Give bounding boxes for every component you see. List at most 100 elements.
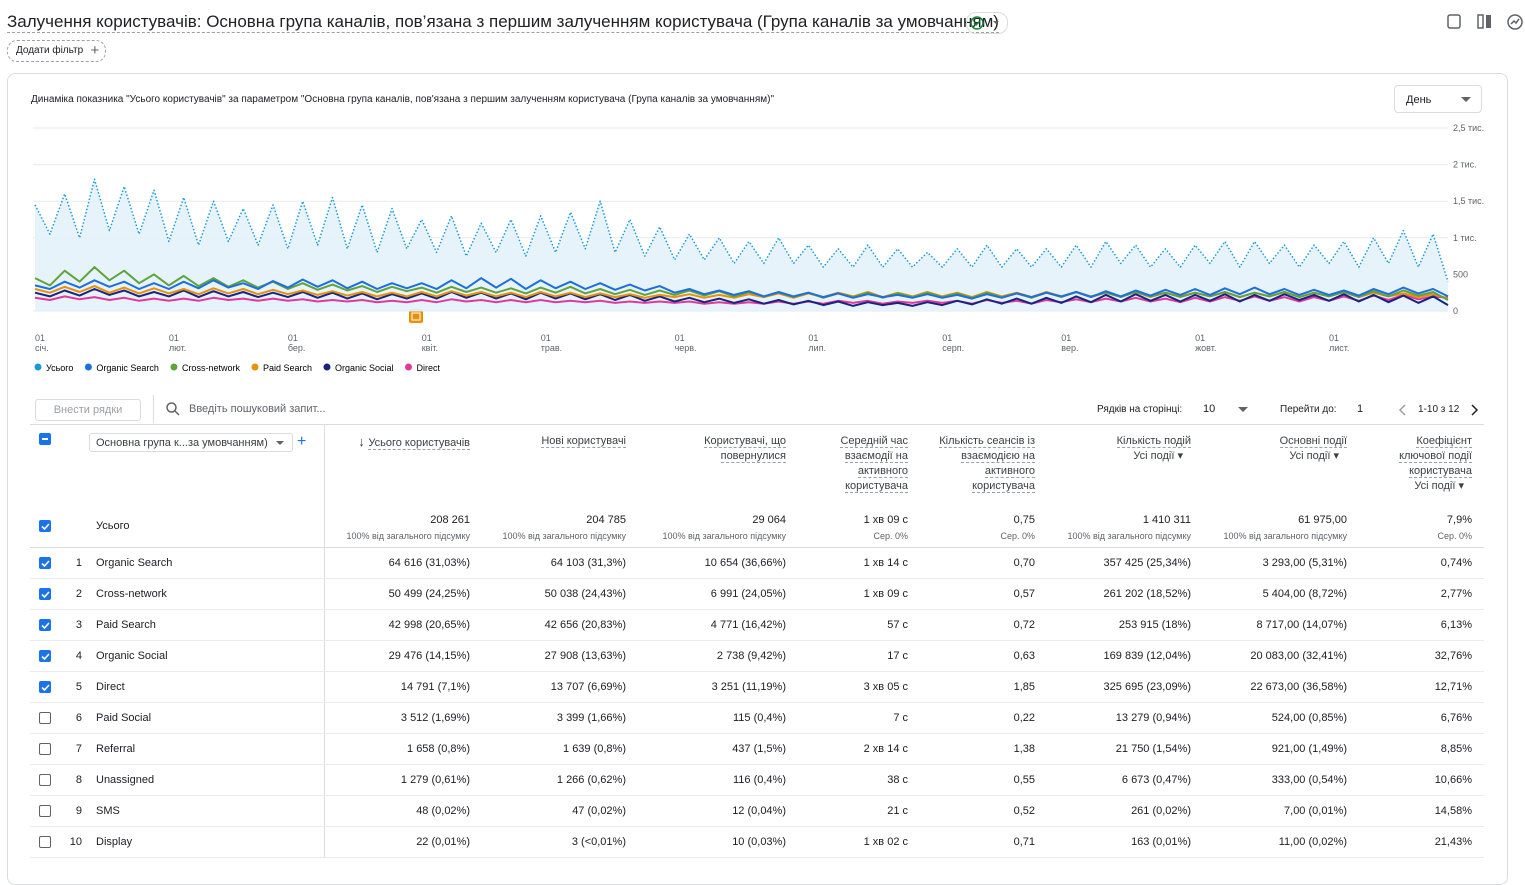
page-range: 1-10 з 12 — [1418, 404, 1460, 415]
row-checkbox[interactable] — [39, 681, 51, 693]
column-title[interactable]: Середній час взаємодії на активного кори… — [840, 435, 908, 493]
row-cell: 357 425 (25,34%) — [1103, 557, 1191, 569]
status-icon — [970, 16, 999, 30]
row-checkbox[interactable] — [39, 774, 51, 786]
row-checkbox[interactable] — [39, 588, 51, 600]
x-tick-label: 01 трав. — [541, 333, 562, 353]
add-dimension[interactable]: + — [297, 433, 307, 450]
column-sub: Усі події — [1133, 450, 1175, 462]
row-cell: 0,52 — [1013, 805, 1035, 817]
add-filter-button[interactable]: Додати фільтр + — [7, 40, 107, 62]
column-title[interactable]: Нові користувачі — [541, 435, 626, 448]
divider — [30, 671, 1484, 672]
row-cell: 1 хв 02 с — [863, 836, 908, 848]
row-cell: 5 404,00 (8,72%) — [1262, 588, 1347, 600]
column-title[interactable]: Усього користувачів — [368, 437, 470, 450]
page-title: Залучення користувачів: Основна група ка… — [7, 12, 999, 33]
legend-marker — [84, 363, 92, 371]
row-cell: 13 279 (0,94%) — [1115, 712, 1191, 724]
period-select[interactable]: День — [1394, 85, 1482, 113]
row-cell: 12 (0,04%) — [732, 805, 786, 817]
y-tick-label: 1,5 тис. — [1453, 196, 1484, 206]
row-cell: 3 251 (11,19%) — [711, 681, 786, 693]
toolbar-icons[interactable] — [1444, 10, 1524, 34]
x-tick-label: 01 бер. — [288, 333, 306, 353]
column-title[interactable]: Користувачі, що повернулися — [704, 435, 786, 463]
total-note: 100% від загального підсумку — [502, 531, 626, 541]
total-note: 100% від загального підсумку — [662, 531, 786, 541]
row-cell: 1 хв 09 с — [863, 588, 908, 600]
goto-input[interactable]: 1 — [1357, 403, 1364, 415]
row-checkbox[interactable] — [39, 557, 51, 569]
row-cell: 0,70 — [1013, 557, 1035, 569]
column-title[interactable]: Коефіцієнт ключової події користувача — [1399, 435, 1472, 478]
row-cell: 2,77% — [1440, 588, 1472, 600]
total-note: Сер. 0% — [1437, 531, 1472, 541]
column-header: Основні події Усі події ▾ — [1237, 434, 1347, 464]
row-name: Display — [96, 836, 133, 848]
column-header: ↓ Усього користувачів — [358, 434, 470, 450]
row-checkbox[interactable] — [39, 619, 51, 631]
legend-marker — [170, 363, 178, 371]
status-chip[interactable] — [966, 12, 1008, 34]
row-cell: 21,43% — [1434, 836, 1472, 848]
row-cell: 437 (1,5%) — [732, 743, 786, 755]
row-checkbox[interactable] — [39, 650, 51, 662]
row-cell: 1,85 — [1013, 681, 1035, 693]
goto-label: Перейти до: — [1280, 404, 1337, 415]
column-title[interactable]: Кількість сеансів із взаємодією на актив… — [939, 435, 1035, 493]
legend-marker — [34, 363, 42, 371]
column-title[interactable]: Кількість подій — [1116, 435, 1191, 448]
column-event-select[interactable]: Усі події ▾ — [1414, 480, 1464, 492]
row-cell: 50 038 (24,43%) — [544, 588, 626, 600]
column-header: Кількість подій Усі події ▾ — [1081, 434, 1191, 464]
area — [35, 179, 1448, 311]
row-cell: 1 266 (0,62%) — [556, 774, 626, 786]
row-cell: 524,00 (0,85%) — [1271, 712, 1347, 724]
next-page[interactable] — [1469, 403, 1481, 417]
row-cell: 10,66% — [1434, 774, 1472, 786]
row-checkbox[interactable] — [39, 712, 51, 724]
legend-marker — [323, 363, 331, 371]
y-tick-label: 500 — [1453, 269, 1468, 279]
column-event-select[interactable]: Усі події ▾ — [1289, 450, 1339, 462]
dimension-select[interactable]: Основна група к...за умовчанням) — [89, 433, 293, 452]
total-checkbox[interactable] — [39, 520, 51, 532]
row-cell: 48 (0,02%) — [416, 805, 470, 817]
legend-label: Paid Search — [263, 363, 312, 373]
row-cell: 20 083,00 (32,41%) — [1250, 650, 1347, 662]
row-checkbox[interactable] — [39, 805, 51, 817]
divider — [30, 609, 1484, 610]
y-tick-label: 0 — [1453, 306, 1458, 316]
divider — [30, 826, 1484, 827]
column-title[interactable]: Основні події — [1279, 435, 1347, 448]
add-rows-button[interactable]: Внести рядки — [35, 399, 141, 421]
row-cell: 21 750 (1,54%) — [1115, 743, 1191, 755]
select-all[interactable] — [39, 433, 51, 445]
dropdown-arrow — [1238, 407, 1248, 412]
row-cell: 10 654 (36,66%) — [704, 557, 786, 569]
row-checkbox[interactable] — [39, 743, 51, 755]
x-tick-label: 01 квіт. — [422, 333, 438, 353]
row-cell: 14 791 (7,1%) — [400, 681, 470, 693]
search-input[interactable]: Введіть пошуковий запит... — [189, 403, 326, 415]
total-label: Усього — [96, 520, 130, 532]
column-event-select[interactable]: Усі події ▾ — [1133, 450, 1183, 462]
total-value: 61 975,00 — [1298, 514, 1347, 526]
x-tick-label: 01 січ. — [35, 333, 49, 353]
row-number: 9 — [75, 805, 82, 817]
x-tick-label: 01 лип. — [808, 333, 826, 353]
row-cell: 64 616 (31,03%) — [388, 557, 470, 569]
row-cell: 0,71 — [1013, 836, 1035, 848]
rows-per-page-label: Рядків на сторінці: — [1097, 404, 1183, 415]
divider — [153, 395, 154, 423]
period-label: День — [1406, 94, 1432, 106]
rows-per-page[interactable]: 10 — [1203, 403, 1216, 415]
row-cell: 22 (0,01%) — [416, 836, 470, 848]
row-checkbox[interactable] — [39, 836, 51, 848]
row-name: Referral — [96, 743, 136, 755]
row-cell: 42 656 (20,83%) — [544, 619, 626, 631]
row-number: 10 — [69, 836, 82, 848]
prev-page[interactable] — [1397, 403, 1409, 417]
x-tick-label: 01 лист. — [1329, 333, 1349, 353]
